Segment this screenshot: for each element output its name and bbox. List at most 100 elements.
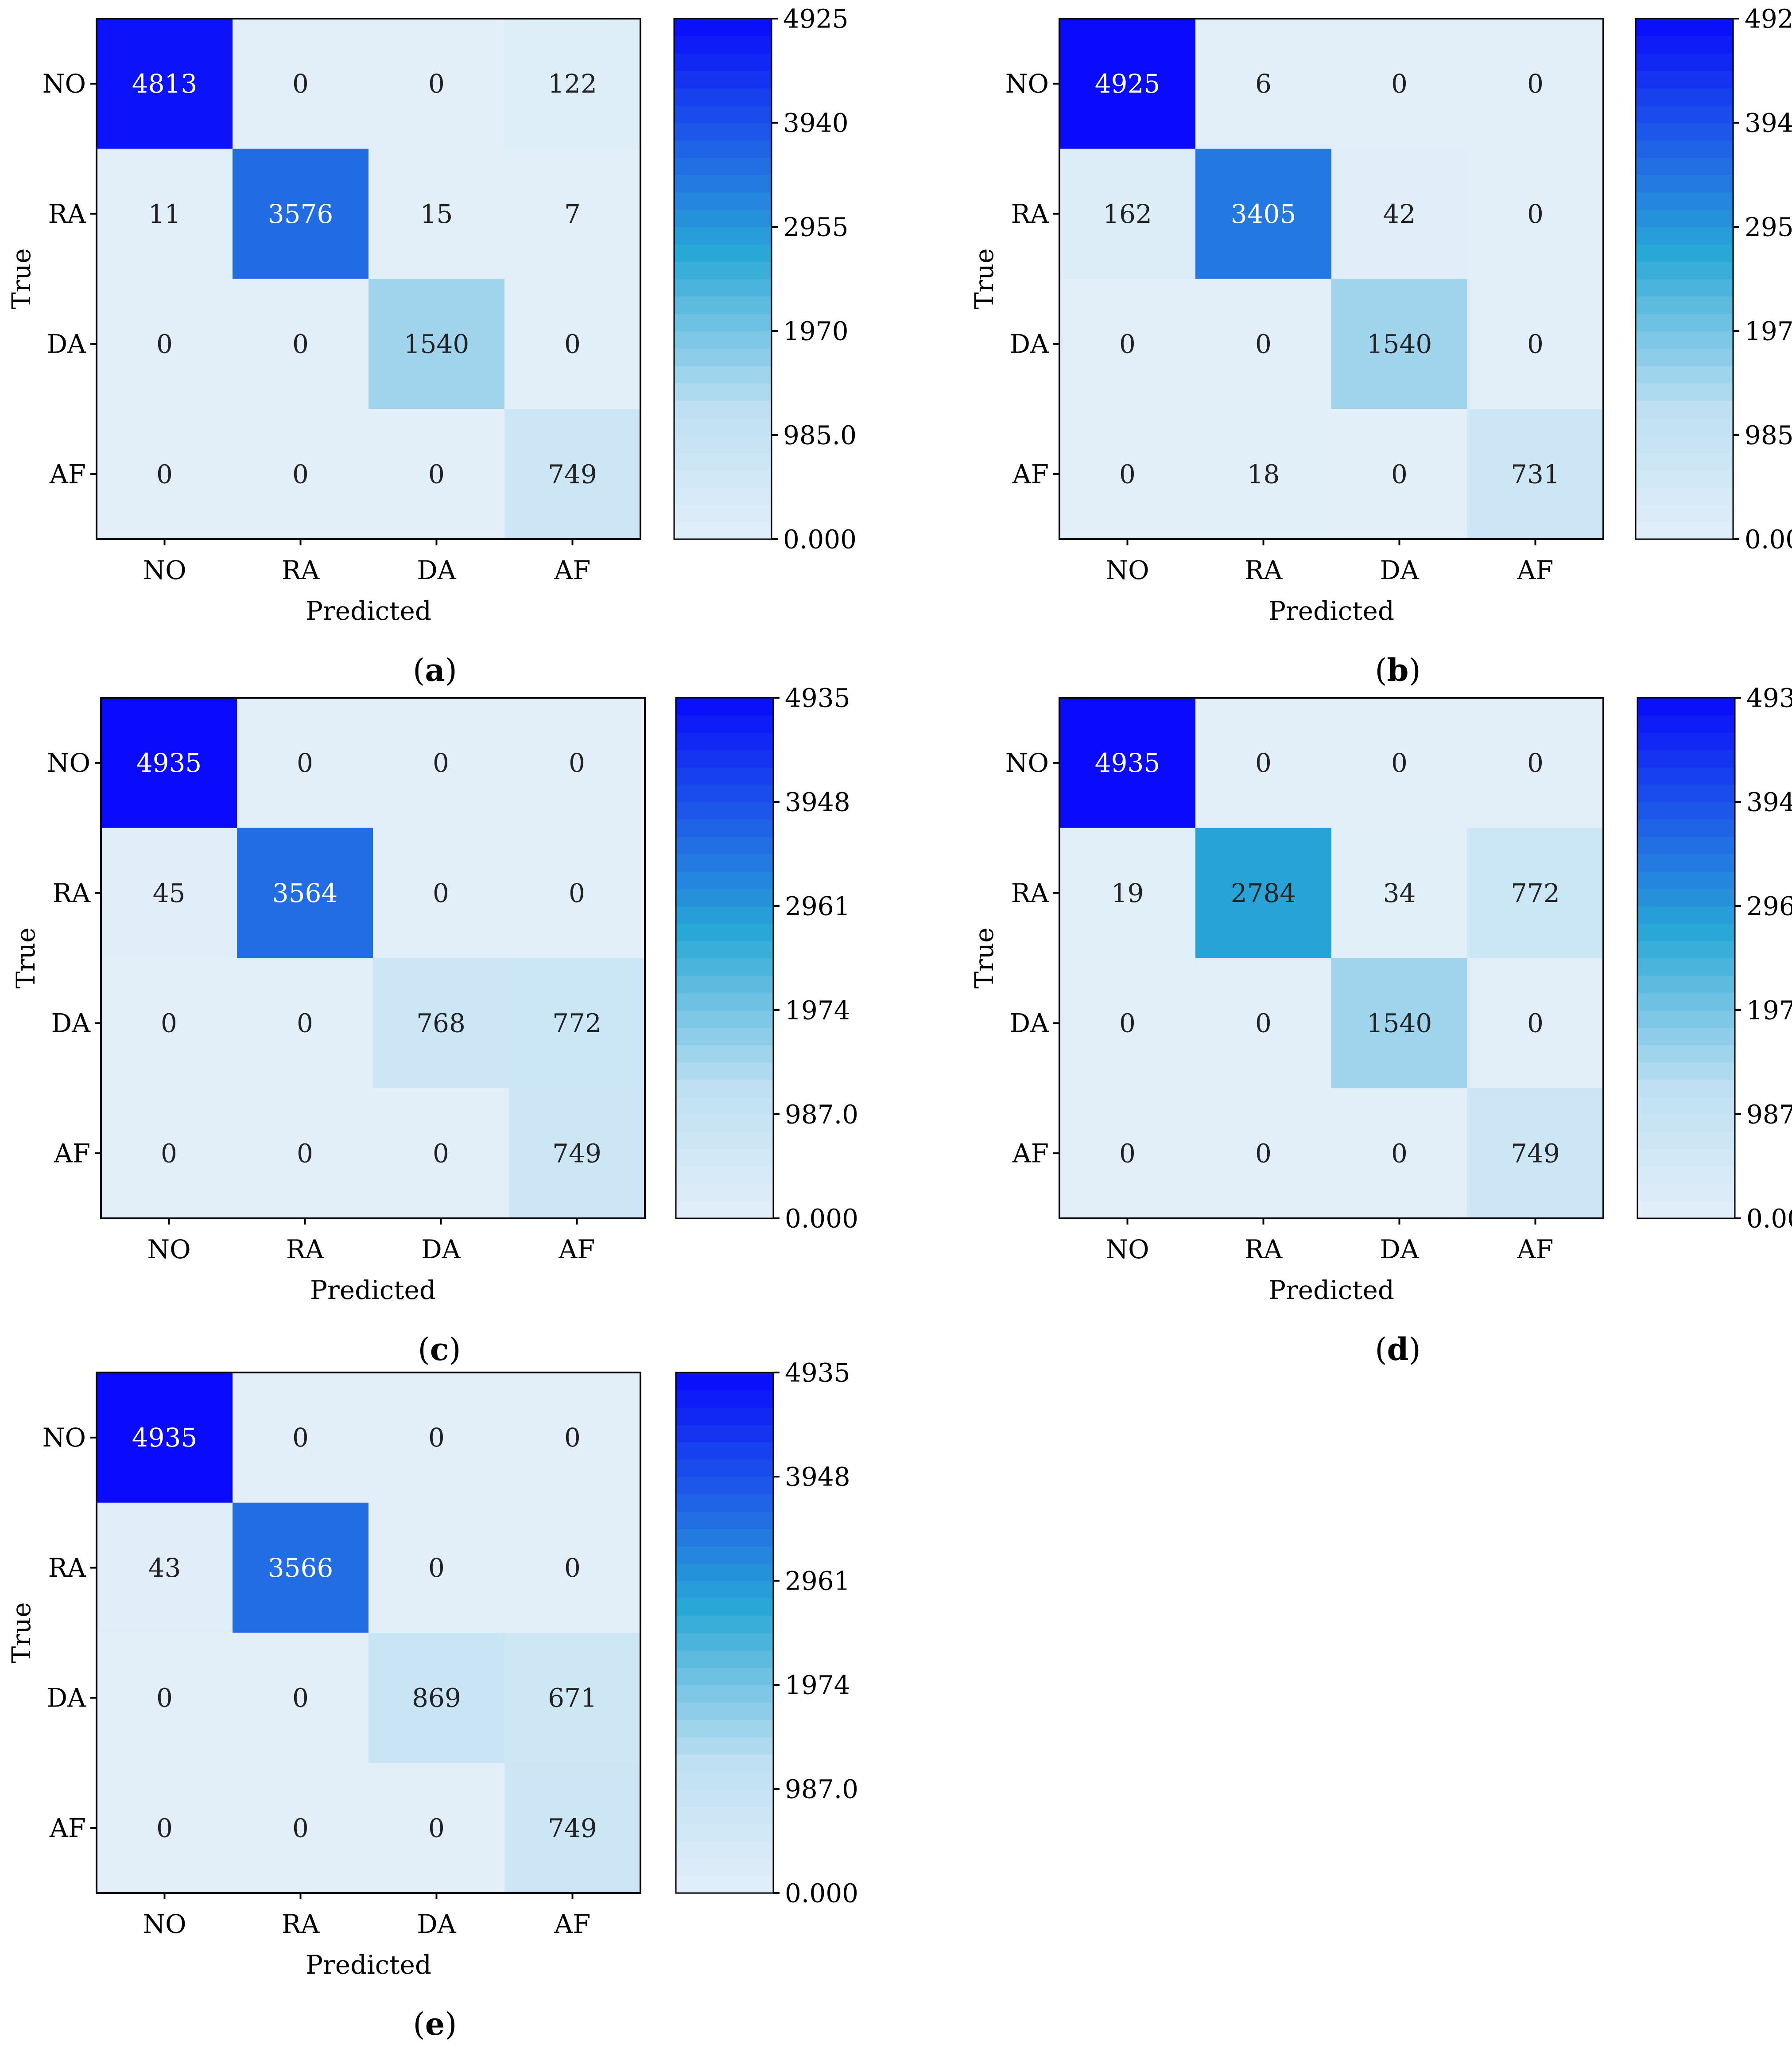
- y-tick-label-da: DA: [1010, 1008, 1050, 1038]
- cell-value-label: 0: [564, 1553, 581, 1583]
- cell-da-af: [504, 279, 641, 409]
- colorbar-segment: [674, 400, 772, 418]
- plot-frame: [96, 1372, 641, 1894]
- cell-value-label: 0: [1391, 459, 1408, 489]
- cell-no-ra: [237, 698, 373, 828]
- cell-ra-no: [1059, 148, 1196, 279]
- cell-value-label: 0: [156, 459, 173, 489]
- colorbar-segment: [676, 1737, 773, 1755]
- colorbar-segment: [1637, 802, 1735, 820]
- colorbar-tick-label: 987.0: [785, 1774, 858, 1804]
- colorbar-segment: [674, 244, 772, 262]
- colorbar-segment: [676, 1459, 773, 1477]
- colorbar-segment: [1636, 313, 1733, 331]
- colorbar-segment: [676, 958, 773, 976]
- colorbar-segment: [1636, 105, 1733, 123]
- colorbar-segment: [1637, 1149, 1735, 1167]
- cell-af-no: [1059, 1088, 1196, 1219]
- colorbar-segment: [674, 452, 772, 470]
- colorbar-segment: [1636, 452, 1733, 470]
- cell-value-label: 3566: [268, 1553, 334, 1583]
- colorbar-segment: [676, 854, 773, 872]
- y-axis-label: True: [11, 927, 41, 988]
- colorbar-segment: [1636, 296, 1733, 314]
- colorbar-segment: [1636, 261, 1733, 280]
- colorbar-segment: [1636, 504, 1733, 522]
- colorbar-segment: [674, 348, 772, 366]
- x-axis-label: Predicted: [310, 1275, 436, 1305]
- cell-value-label: 4935: [132, 1423, 198, 1453]
- colorbar-tick-label: 2961: [785, 891, 850, 921]
- cell-value-label: 0: [1527, 1008, 1544, 1038]
- colorbar-tick-label: 2955: [783, 212, 849, 242]
- cell-da-no: [1059, 279, 1196, 409]
- cell-value-label: 0: [1119, 459, 1136, 489]
- cell-value-label: 1540: [404, 329, 469, 359]
- colorbar-segment: [676, 1079, 773, 1097]
- colorbar-segment: [676, 1166, 773, 1184]
- cell-af-ra: [233, 409, 369, 540]
- colorbar-segment: [674, 470, 772, 488]
- x-tick-label-ra: RA: [1245, 1234, 1283, 1264]
- cell-no-ra: [1195, 698, 1332, 828]
- cell-value-label: 3564: [272, 878, 338, 908]
- y-tick-label-no: NO: [43, 69, 86, 99]
- cell-da-no: [97, 279, 233, 409]
- colorbar-frame: [1635, 18, 1734, 540]
- cell-value-label: 0: [292, 459, 309, 489]
- cell-ra-ra: [1195, 828, 1332, 958]
- cell-value-label: 0: [1527, 199, 1544, 229]
- colorbar-segment: [674, 417, 772, 435]
- cell-af-af: [1467, 409, 1604, 540]
- cell-value-label: 0: [428, 1423, 445, 1453]
- panel-a: 4813 0 0 122 11 3576 15 7 0 0 1540 0 0 0 0 749 NO RA DA AF N…: [6, 4, 857, 688]
- cell-value-label: 0: [292, 1813, 309, 1843]
- colorbar-tick-label: 3940: [1745, 108, 1792, 138]
- x-tick-label-ra: RA: [282, 1909, 320, 1939]
- colorbar-segment: [676, 1528, 773, 1547]
- y-tick-label-ra: RA: [1011, 199, 1049, 229]
- colorbar-segment: [676, 1183, 773, 1201]
- colorbar-segment: [674, 157, 772, 175]
- colorbar-segment: [1637, 1045, 1735, 1063]
- colorbar-segment: [674, 36, 772, 54]
- cell-da-da: [1331, 958, 1468, 1089]
- cell-value-label: 7: [564, 199, 581, 229]
- cell-ra-no: [1059, 828, 1196, 958]
- cell-value-label: 0: [292, 1683, 309, 1713]
- cell-value-label: 2784: [1231, 878, 1296, 908]
- panel-c: 4935 0 0 0 45 3564 0 0 0 0 768 772 0 0 0 749 NO RA DA AF NO R…: [11, 683, 858, 1368]
- colorbar-segment: [1636, 487, 1733, 505]
- cell-value-label: 0: [1527, 329, 1544, 359]
- plot-frame: [100, 697, 646, 1219]
- colorbar-segment: [1636, 365, 1733, 384]
- cell-value-label: 0: [1391, 69, 1408, 99]
- cell-af-ra: [1195, 409, 1332, 540]
- colorbar-segment: [1637, 854, 1735, 872]
- colorbar-segment: [676, 1685, 773, 1703]
- cell-value-label: 0: [433, 878, 449, 908]
- cell-value-label: 0: [428, 69, 445, 99]
- cell-da-ra: [1195, 958, 1332, 1089]
- cell-no-da: [373, 698, 509, 828]
- cell-value-label: 0: [1255, 329, 1272, 359]
- colorbar-segment: [1637, 836, 1735, 855]
- colorbar-tick-label: 4935: [785, 683, 850, 713]
- cell-ra-af: [509, 828, 645, 958]
- colorbar-segment: [676, 1511, 773, 1529]
- cell-af-ra: [1195, 1088, 1332, 1219]
- colorbar-segment: [674, 504, 772, 522]
- colorbar-segment: [1636, 417, 1733, 435]
- cell-value-label: 0: [1119, 329, 1136, 359]
- cell-value-label: 19: [1111, 878, 1144, 908]
- cell-af-da: [368, 1763, 505, 1893]
- colorbar-segment: [1636, 435, 1733, 453]
- cell-value-label: 43: [148, 1553, 181, 1583]
- colorbar-segment: [1636, 88, 1733, 106]
- cell-value-label: 18: [1247, 459, 1280, 489]
- colorbar-segment: [1637, 1079, 1735, 1097]
- cell-da-af: [1467, 279, 1604, 409]
- cell-da-da: [1331, 279, 1468, 409]
- y-tick-label-af: AF: [54, 1138, 90, 1168]
